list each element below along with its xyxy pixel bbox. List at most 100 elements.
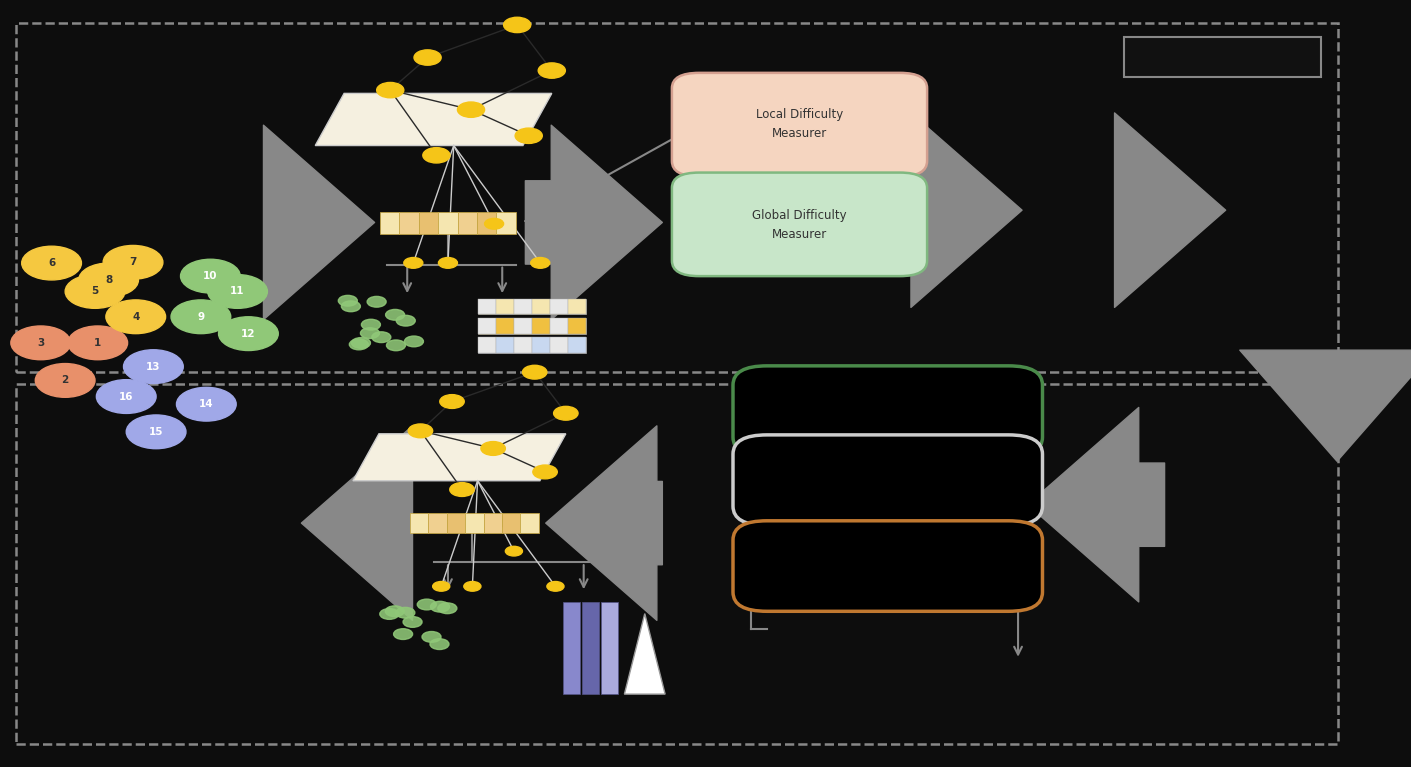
Text: 1: 1 xyxy=(95,337,102,348)
Text: 16: 16 xyxy=(119,391,134,402)
Circle shape xyxy=(418,599,436,610)
Circle shape xyxy=(404,258,423,268)
Circle shape xyxy=(11,326,71,360)
Circle shape xyxy=(450,482,474,496)
Circle shape xyxy=(219,317,278,351)
Circle shape xyxy=(396,607,415,618)
Bar xyxy=(514,318,532,334)
Bar xyxy=(532,337,550,353)
Circle shape xyxy=(341,301,360,311)
Text: 10: 10 xyxy=(203,271,217,281)
Text: 15: 15 xyxy=(148,426,164,437)
Circle shape xyxy=(385,309,405,320)
Text: 9: 9 xyxy=(198,311,205,322)
Circle shape xyxy=(96,380,157,413)
Circle shape xyxy=(367,296,387,307)
Bar xyxy=(601,602,618,694)
Circle shape xyxy=(437,603,457,614)
Bar xyxy=(478,299,495,314)
FancyBboxPatch shape xyxy=(672,173,927,276)
Circle shape xyxy=(181,259,240,293)
Bar xyxy=(514,337,532,353)
Bar xyxy=(569,299,587,314)
Circle shape xyxy=(505,546,522,556)
Circle shape xyxy=(176,387,236,421)
Bar xyxy=(457,212,477,234)
Text: 8: 8 xyxy=(104,275,113,285)
Bar xyxy=(532,299,550,314)
Circle shape xyxy=(553,407,579,420)
Bar xyxy=(532,318,550,334)
Circle shape xyxy=(106,300,165,334)
Text: Local Difficulty
Measurer: Local Difficulty Measurer xyxy=(756,108,844,140)
Circle shape xyxy=(504,18,531,32)
FancyBboxPatch shape xyxy=(732,435,1043,525)
Circle shape xyxy=(405,336,423,347)
Circle shape xyxy=(35,364,95,397)
Circle shape xyxy=(385,606,405,617)
Circle shape xyxy=(522,365,547,379)
Circle shape xyxy=(339,295,357,306)
FancyBboxPatch shape xyxy=(1125,37,1321,77)
Bar xyxy=(447,513,466,533)
Circle shape xyxy=(531,258,550,268)
Circle shape xyxy=(457,102,484,117)
Bar xyxy=(497,212,516,234)
Bar xyxy=(399,212,419,234)
Bar xyxy=(521,513,539,533)
Circle shape xyxy=(103,245,162,279)
Text: 2: 2 xyxy=(62,375,69,386)
Text: Global Difficulty
Measurer: Global Difficulty Measurer xyxy=(752,209,847,241)
Circle shape xyxy=(68,326,127,360)
Text: 3: 3 xyxy=(37,337,44,348)
Polygon shape xyxy=(353,434,566,481)
Circle shape xyxy=(404,617,422,627)
Circle shape xyxy=(413,50,442,65)
Circle shape xyxy=(515,128,542,143)
Circle shape xyxy=(533,465,557,479)
Circle shape xyxy=(464,581,481,591)
Bar xyxy=(550,337,569,353)
Bar xyxy=(477,212,497,234)
Bar xyxy=(495,299,514,314)
Bar xyxy=(563,602,580,694)
Bar xyxy=(495,337,514,353)
Text: 14: 14 xyxy=(199,399,213,410)
Circle shape xyxy=(423,148,450,163)
Bar xyxy=(495,318,514,334)
Circle shape xyxy=(361,319,381,330)
Circle shape xyxy=(422,631,442,642)
Text: 6: 6 xyxy=(48,258,55,268)
Circle shape xyxy=(387,340,405,351)
Bar xyxy=(439,212,457,234)
Text: 7: 7 xyxy=(130,257,137,268)
Circle shape xyxy=(377,83,404,98)
Bar xyxy=(514,299,532,314)
Bar xyxy=(429,513,447,533)
Circle shape xyxy=(408,424,433,438)
Circle shape xyxy=(350,339,368,350)
Bar xyxy=(569,318,587,334)
Circle shape xyxy=(440,394,464,408)
Circle shape xyxy=(430,639,449,650)
Bar xyxy=(466,513,484,533)
Circle shape xyxy=(21,246,82,280)
Polygon shape xyxy=(625,614,665,694)
Bar xyxy=(419,212,439,234)
Bar xyxy=(569,337,587,353)
Circle shape xyxy=(481,442,505,456)
Circle shape xyxy=(360,328,380,338)
Circle shape xyxy=(351,337,371,348)
Polygon shape xyxy=(315,94,552,146)
Bar xyxy=(550,299,569,314)
FancyBboxPatch shape xyxy=(732,366,1043,456)
Bar xyxy=(583,602,598,694)
Circle shape xyxy=(538,63,566,78)
Circle shape xyxy=(65,275,126,308)
Circle shape xyxy=(484,219,504,229)
Bar xyxy=(478,318,587,334)
Circle shape xyxy=(430,601,450,612)
Bar xyxy=(380,212,399,234)
Text: 13: 13 xyxy=(147,361,161,372)
Circle shape xyxy=(207,275,268,308)
